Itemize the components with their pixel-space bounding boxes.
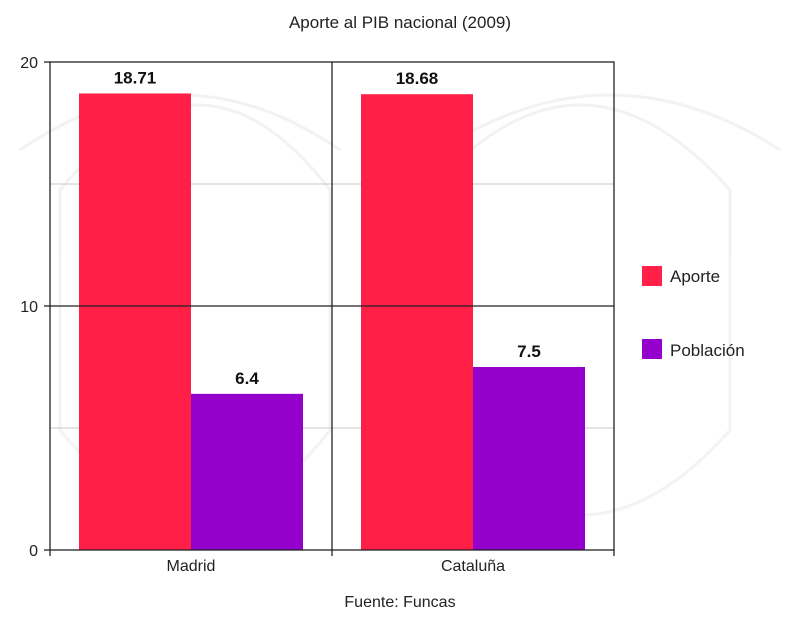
- chart-title: Aporte al PIB nacional (2009): [289, 13, 511, 32]
- bar: [79, 93, 191, 550]
- x-category-label: Cataluña: [441, 558, 505, 575]
- source-note: Fuente: Funcas: [344, 594, 455, 611]
- y-tick-label: 10: [20, 299, 38, 316]
- bar: [361, 94, 473, 550]
- y-tick-label: 0: [29, 543, 38, 560]
- bar: [191, 393, 303, 550]
- x-category-label: Madrid: [167, 558, 216, 575]
- bar-value-label: 18.71: [114, 68, 157, 87]
- bar-value-label: 6.4: [235, 369, 259, 388]
- legend-swatch-aporte: [642, 266, 662, 286]
- y-tick-label: 20: [20, 55, 38, 72]
- bar: [473, 367, 585, 550]
- bar-value-label: 18.68: [396, 69, 439, 88]
- legend-label-poblacion: Población: [670, 341, 745, 360]
- legend: Aporte Población: [642, 266, 745, 360]
- labels: 18.71 18.68 6.4 7.5 0 10 20 Madrid Cataluña: [20, 55, 541, 575]
- bar-value-label: 7.5: [517, 342, 541, 361]
- bars: [79, 93, 585, 550]
- plot-frame: [44, 61, 615, 556]
- legend-label-aporte: Aporte: [670, 267, 720, 286]
- legend-swatch-poblacion: [642, 339, 662, 359]
